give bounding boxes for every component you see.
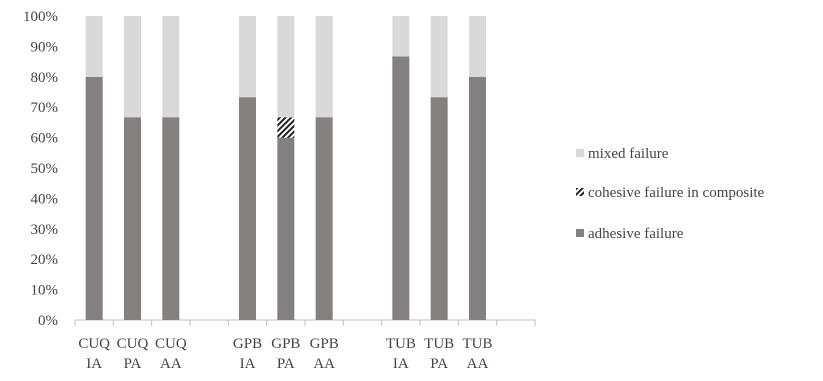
x-category-label: TUB xyxy=(463,336,493,352)
x-category-label: PA xyxy=(277,356,295,372)
legend: mixed failure cohesive failure in composi… xyxy=(576,146,765,242)
x-category-label: PA xyxy=(430,356,448,372)
bar-segment-mixed-failure xyxy=(85,16,103,77)
bar-segment-adhesive-failure xyxy=(469,76,486,320)
x-category-label: PA xyxy=(124,356,142,372)
bar-segment-adhesive-failure xyxy=(392,56,410,320)
bar-segment-adhesive-failure xyxy=(277,137,295,320)
y-tick-label: 80% xyxy=(31,70,59,86)
x-category-label: AA xyxy=(160,356,182,372)
y-tick-label: 10% xyxy=(31,283,59,299)
x-category-label: CUQ xyxy=(117,336,149,352)
bar-segment-mixed-failure xyxy=(239,16,256,98)
axes: 0% 10% 20% 30% 40% 50% 60% 70% 80% 90% 100% xyxy=(23,9,536,329)
legend-swatch xyxy=(576,229,584,237)
bar-segment-adhesive-failure xyxy=(430,97,448,320)
x-category-label: CUQ xyxy=(155,336,187,352)
y-tick-label: 20% xyxy=(31,252,59,268)
x-category-label: AA xyxy=(467,356,489,372)
bar-segment-mixed-failure xyxy=(392,16,410,57)
bar-segment-mixed-failure xyxy=(430,16,448,98)
legend-label: cohesive failure in composite xyxy=(588,185,765,201)
legend-label: mixed failure xyxy=(588,146,669,162)
x-category-label: GPB xyxy=(233,336,262,352)
legend-label: adhesive failure xyxy=(588,226,684,242)
bar-segment-cohesive-failure-in-composite xyxy=(277,117,295,138)
bar-segment-mixed-failure xyxy=(124,16,141,118)
bar-segment-adhesive-failure xyxy=(162,117,180,321)
x-category-label: GPB xyxy=(271,336,300,352)
bar-segment-mixed-failure xyxy=(277,16,295,118)
y-tick-label: 90% xyxy=(31,39,59,55)
x-category-label: IA xyxy=(240,356,256,372)
bars xyxy=(85,16,486,321)
x-category-label: TUB xyxy=(386,336,416,352)
y-tick-label: 100% xyxy=(23,9,58,25)
bar-segment-adhesive-failure xyxy=(124,117,141,321)
y-tick-label: 0% xyxy=(38,313,58,329)
bar-segment-mixed-failure xyxy=(162,16,180,118)
y-tick-label: 40% xyxy=(31,191,59,207)
x-axis-labels: CUQ IA CUQ PA CUQ AA GPB IA GPB PA GPB AA TUB IA TUB PA… xyxy=(78,336,492,372)
x-category-label: TUB xyxy=(424,336,454,352)
bar-segment-adhesive-failure xyxy=(315,117,333,321)
x-category-label: AA xyxy=(313,356,335,372)
bar-segment-mixed-failure xyxy=(469,16,486,77)
x-category-label: IA xyxy=(393,356,409,372)
y-tick-label: 50% xyxy=(31,161,59,177)
legend-swatch xyxy=(576,188,584,196)
bar-segment-mixed-failure xyxy=(315,16,333,118)
y-tick-label: 60% xyxy=(31,131,59,147)
y-tick-label: 30% xyxy=(31,222,59,238)
legend-swatch xyxy=(576,149,584,157)
bar-segment-adhesive-failure xyxy=(85,76,103,320)
y-tick-label: 70% xyxy=(31,100,59,116)
bar-segment-adhesive-failure xyxy=(239,97,256,320)
x-category-label: GPB xyxy=(310,336,339,352)
x-category-label: CUQ xyxy=(78,336,110,352)
x-category-label: IA xyxy=(86,356,102,372)
